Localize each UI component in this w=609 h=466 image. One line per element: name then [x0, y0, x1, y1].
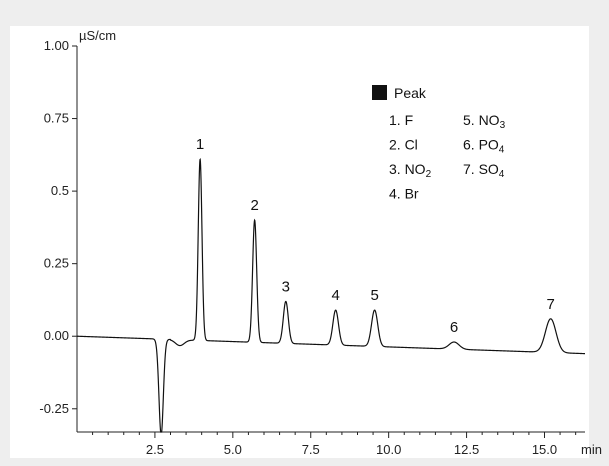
peak-label-5: 5	[370, 287, 378, 304]
legend-item-subscript: 2	[426, 169, 432, 180]
x-tick-label: 12.5	[454, 442, 479, 457]
legend-item: 7. SO4	[463, 161, 505, 180]
legend-item: 1. F	[389, 112, 413, 128]
y-tick-label: 0.25	[44, 256, 69, 271]
legend-item: 6. PO4	[463, 137, 505, 156]
legend-item: 4. Br	[389, 186, 419, 202]
peak-label-7: 7	[547, 296, 555, 313]
x-tick-label: 5.0	[224, 442, 242, 457]
peak-label-2: 2	[250, 197, 258, 214]
y-tick-label: 0.75	[44, 111, 69, 126]
y-tick-label: 1.00	[44, 38, 69, 53]
peak-label-6: 6	[450, 319, 458, 336]
legend-title: Peak	[394, 85, 427, 101]
legend-item: 5. NO3	[463, 112, 506, 131]
peak-label-4: 4	[332, 287, 340, 304]
trace-group	[77, 158, 586, 433]
y-tick-label: 0.00	[44, 328, 69, 343]
axes: 1.000.750.50.250.00-0.252.5 5.0 7.5 10.0 12.…	[39, 28, 602, 457]
legend-item-subscript: 4	[499, 169, 505, 180]
y-tick-label: 0.5	[51, 183, 69, 198]
peak-label-1: 1	[196, 136, 204, 153]
x-tick-label: 10.0	[376, 442, 401, 457]
chromatogram-trace	[77, 158, 586, 433]
peak-label-3: 3	[282, 278, 290, 295]
x-tick-label: 15.0	[532, 442, 557, 457]
plot-background	[10, 26, 589, 458]
legend-item-subscript: 3	[500, 120, 506, 131]
y-tick-label: -0.25	[39, 401, 69, 416]
x-tick-label: 7.5	[302, 442, 320, 457]
x-tick-label: 2.5	[146, 442, 164, 457]
y-axis-label: µS/cm	[79, 28, 116, 43]
legend-item-subscript: 4	[499, 145, 505, 156]
legend-marker	[372, 85, 387, 100]
legend: Peak 1. F 5. NO3 2. Cl 6. PO4 3. NO2 7. SO4 4. …	[372, 85, 506, 202]
x-axis-label: min	[581, 442, 602, 457]
legend-item: 2. Cl	[389, 137, 418, 153]
peak-labels: 1 2 3 4 5 6 7	[196, 136, 555, 336]
legend-item: 3. NO2	[389, 161, 432, 180]
